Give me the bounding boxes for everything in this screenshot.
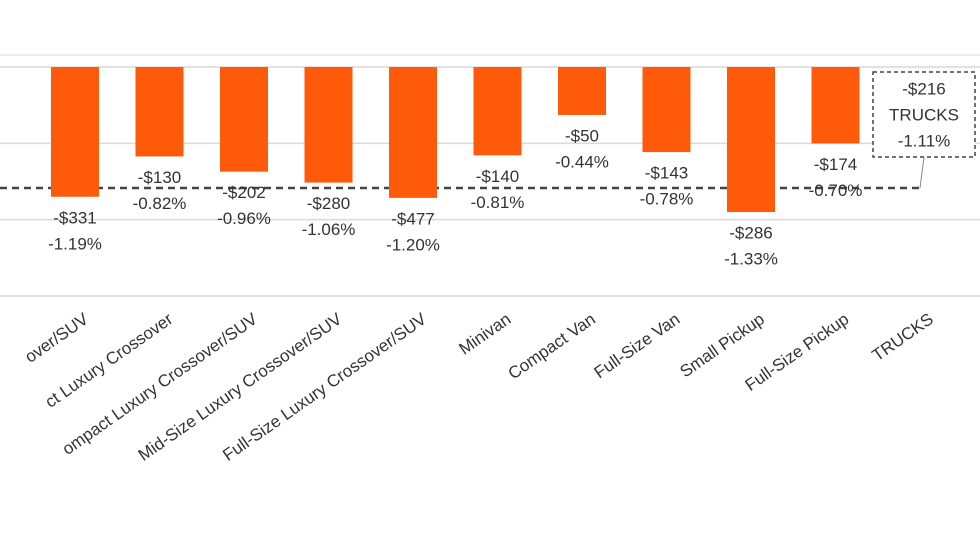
value-label: -0.44% (555, 152, 609, 171)
dollar-label: -$130 (138, 168, 181, 187)
dollar-label: -$477 (391, 209, 434, 228)
bar (135, 67, 184, 157)
dollar-label: -$143 (645, 164, 688, 183)
bar (220, 67, 268, 172)
x-tick-label: Full-Size Van (591, 309, 684, 382)
value-label: -1.20% (386, 235, 440, 254)
dollar-label: -$140 (476, 167, 519, 186)
bar (811, 67, 860, 144)
value-label: -0.78% (640, 190, 694, 209)
dollar-label: -$202 (222, 183, 265, 202)
dollar-label: -$331 (53, 208, 96, 227)
x-tick-label: TRUCKS (869, 309, 937, 365)
value-label: -0.70% (809, 181, 863, 200)
value-label: -1.19% (48, 234, 102, 253)
x-tick-label: over/SUV (21, 309, 92, 367)
value-label: -0.96% (217, 209, 271, 228)
value-label: -0.82% (133, 194, 187, 213)
bar (642, 67, 691, 153)
x-tick-label: Minivan (455, 309, 514, 358)
annotation-connector (919, 156, 925, 189)
bar (51, 67, 99, 197)
x-tick-label: Compact Van (505, 309, 599, 383)
value-label: -1.06% (302, 220, 356, 239)
value-label: -1.33% (724, 250, 778, 269)
dollar-label: -$280 (307, 194, 350, 213)
annotation-box (872, 71, 976, 158)
bar (558, 67, 606, 115)
bar (304, 67, 353, 183)
annotation-value: -1.11% (898, 131, 951, 150)
bar (473, 67, 522, 156)
dollar-label: -$174 (814, 155, 857, 174)
dollar-label: -$286 (729, 224, 772, 243)
dollar-label: -$50 (565, 126, 599, 145)
bar (389, 67, 437, 198)
bar (727, 67, 775, 213)
annotation-dollar: -$216 (902, 79, 945, 98)
value-label: -0.81% (471, 193, 525, 212)
annotation-name: TRUCKS (889, 105, 959, 124)
